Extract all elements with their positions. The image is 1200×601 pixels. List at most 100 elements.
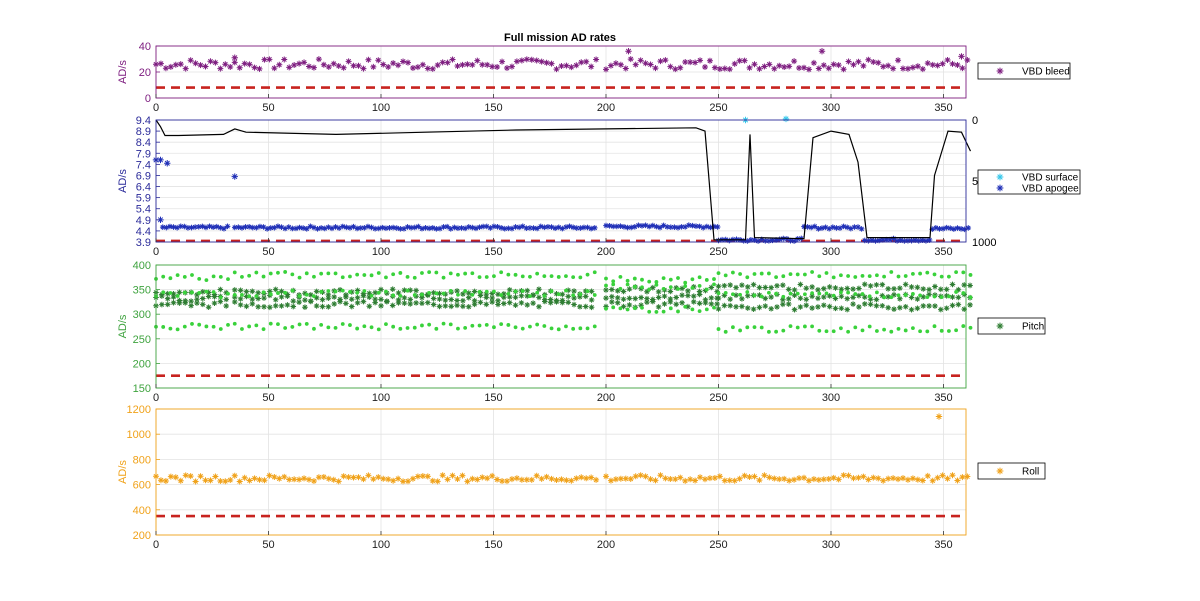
pitch-point — [955, 294, 962, 301]
pitch-dots-point — [704, 278, 709, 282]
pitch-dots-point — [405, 275, 410, 279]
x-tick-label: 250 — [709, 539, 727, 551]
pitch-point — [967, 282, 973, 289]
pitch-dots-point — [197, 291, 202, 295]
pitch-point — [565, 293, 571, 300]
roll-point — [380, 475, 387, 482]
vbd-bleed-point — [375, 57, 382, 64]
x-ticks: 0 50 100 150 200 250 300 350 — [153, 531, 953, 551]
pitch-dots-point — [312, 326, 316, 331]
vbd-apogee-point — [157, 216, 164, 224]
roll-point — [667, 476, 674, 483]
roll-point — [533, 472, 540, 479]
pitch-dots-point — [716, 271, 721, 276]
vbd-apogee-point — [837, 225, 843, 231]
pitch-point — [821, 302, 827, 309]
roll-point — [192, 478, 199, 485]
pitch-point — [465, 303, 472, 310]
pitch-point — [176, 289, 183, 296]
pitch-point — [170, 291, 177, 297]
pitch-dots-point — [592, 270, 597, 275]
roll-point — [771, 475, 778, 482]
vbd-bleed-point — [301, 59, 308, 66]
vbd-bleed-point — [360, 65, 367, 72]
pitch-point — [609, 299, 615, 305]
x-tick-label: 0 — [153, 539, 159, 551]
pitch-dots-point — [889, 329, 894, 334]
pitch-point — [483, 294, 490, 301]
legend-marker — [996, 322, 1004, 330]
pitch-dots-point — [226, 291, 230, 296]
vbd-apogee-point — [494, 223, 501, 230]
vbd-bleed-point — [593, 56, 600, 63]
vbd-apogee-point — [851, 224, 858, 230]
pitch-point — [331, 294, 337, 300]
vbd-bleed-point — [261, 56, 268, 63]
pitch-dots-point — [781, 294, 786, 299]
pitch-dots-point — [803, 272, 807, 277]
vbd-bleed-point — [850, 61, 857, 68]
pitch-point — [577, 303, 583, 310]
pitch-point — [879, 292, 886, 299]
vbd-apogee-point — [157, 156, 164, 164]
vbd-bleed-point — [890, 65, 897, 72]
pitch-point — [378, 296, 384, 303]
pitch-point — [867, 296, 874, 303]
pitch-point — [547, 296, 554, 303]
pitch-dots-point — [697, 275, 702, 280]
vbd-apogee-point — [686, 222, 692, 229]
pitch-point — [512, 302, 519, 309]
vbd-bleed-point — [573, 62, 580, 69]
pitch-dots-point — [470, 323, 475, 328]
pitch-dots-point — [232, 270, 237, 275]
roll-point — [202, 477, 209, 484]
vbd-bleed-point — [949, 60, 956, 67]
pitch-dots-point — [632, 306, 637, 310]
roll-point — [612, 476, 619, 483]
pitch-point — [690, 299, 697, 305]
pitch-point — [797, 304, 804, 310]
roll-point — [390, 477, 397, 484]
vbd-apogee-point — [329, 225, 335, 232]
roll-point — [231, 472, 238, 479]
vbd-apogee-point — [264, 225, 270, 232]
vbd-apogee-point — [167, 223, 173, 230]
y-tick-label: 250 — [133, 334, 151, 346]
y-tick-label: 200 — [133, 530, 151, 542]
pitch-point — [844, 295, 850, 302]
pitch-dots-point — [882, 274, 886, 279]
vbd-apogee-point — [869, 237, 875, 244]
roll-point — [880, 477, 887, 484]
pitch-dots-point — [911, 271, 915, 276]
pitch-dots-point — [625, 278, 630, 283]
pitch-dots-point — [319, 289, 324, 294]
roll-point — [929, 477, 936, 484]
vbd-apogee-point — [830, 224, 836, 231]
roll-point — [523, 476, 530, 483]
vbd-apogee-point — [170, 224, 177, 230]
pitch-point — [961, 306, 967, 312]
vbd-bleed-point — [776, 62, 783, 69]
roll-point — [301, 475, 308, 482]
roll-point — [647, 476, 654, 483]
pitch-point — [879, 302, 886, 309]
roll-point — [801, 474, 807, 481]
roll-point — [865, 476, 872, 483]
vbd-apogee-point — [573, 225, 580, 231]
vbd-apogee-point — [675, 224, 681, 231]
pitch-point — [389, 286, 396, 292]
roll-point — [682, 477, 689, 484]
pitch-point — [272, 303, 279, 309]
pitch-dots-point — [882, 327, 886, 332]
vbd-apogee-point — [603, 222, 609, 229]
pitch-dots-point — [470, 271, 475, 276]
y-tick-label: 5.4 — [136, 204, 151, 216]
vbd-apogee-point — [249, 224, 256, 231]
vbd-apogee-point — [242, 224, 249, 230]
pitch-point — [914, 284, 921, 291]
roll-point — [573, 475, 580, 482]
vbd-apogee-point — [748, 237, 754, 243]
pitch-dots-point — [484, 289, 489, 294]
vbd-bleed-point — [612, 60, 619, 67]
vbd-apogee-point — [858, 226, 865, 232]
